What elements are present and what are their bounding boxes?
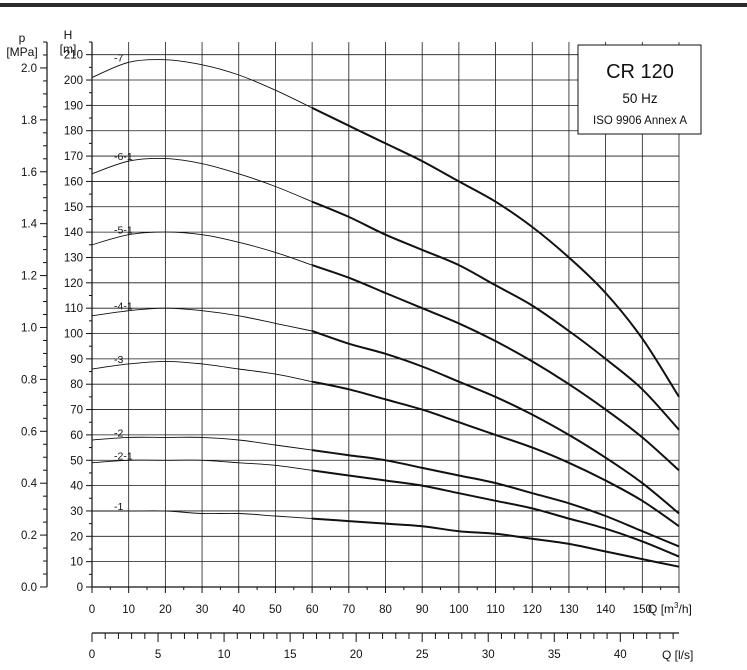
series-curve-thick [311,449,680,548]
axes: 0102030405060708090100110120130140150160… [21,41,680,661]
head-tick-label: 40 [70,481,83,493]
series-curve-thick [312,517,680,568]
flow-ls-tick-label: 40 [614,649,627,661]
flow-ls-tick-label: 15 [284,649,297,661]
series-curve-thin [91,360,313,383]
head-tick-label: 210 [64,50,83,62]
head-axis-unit: [m] [60,42,77,56]
head-tick-label: 80 [70,379,83,391]
flow-m3h-tick-label: 40 [232,604,245,616]
head-tick-label: 90 [70,354,83,366]
series-labels: -7 -6-1 -5-1 -4-1 -3 -2 -2-1 -1 [114,52,133,513]
head-tick-label: 20 [70,531,83,543]
series-label: -1 [114,501,123,513]
flow-m3h-tick-label: 50 [269,604,282,616]
flow-ls-tick-label: 30 [482,649,495,661]
series-label: -4-1 [114,301,133,313]
head-tick-label: 30 [70,506,83,518]
flow-m3h-tick-label: 140 [596,604,615,616]
series-curve-thin [91,231,313,266]
chart-title: CR 120 [606,61,674,83]
pressure-tick-label: 1.0 [21,322,37,334]
pressure-tick-label: 0.4 [21,478,38,490]
flow-m3h-tick-label: 90 [416,604,429,616]
pressure-tick-label: 0.6 [21,426,37,438]
head-axis-symbol: H [64,28,73,42]
head-tick-label: 170 [64,151,83,163]
series-label: -5-1 [114,225,133,237]
series-curve-thick [311,200,680,431]
series-curve-thin [91,459,313,471]
head-tick-label: 100 [64,329,83,341]
pressure-tick-label: 1.8 [21,115,37,127]
series-curve-thin [91,158,313,203]
series-curve-thin [91,59,313,109]
flow-m3h-tick-label: 150 [633,604,652,616]
flow-m3h-tick-label: 70 [342,604,355,616]
chart-subtitle: 50 Hz [622,91,658,106]
head-tick-label: 200 [64,75,83,87]
head-tick-label: 0 [77,582,83,594]
series-label: -2-1 [114,450,133,462]
title-box: CR 120 50 Hz ISO 9906 Annex A [577,44,702,135]
flow-m3h-axis-title: Q [m3/h] [648,601,692,616]
head-tick-label: 130 [64,252,83,264]
series-curve-thick [311,469,680,558]
series-label: -6-1 [114,151,133,163]
pressure-tick-label: 1.6 [21,167,37,179]
pressure-tick-label: 0.2 [21,530,37,542]
head-tick-label: 190 [64,100,83,112]
series-curve-thick [311,264,680,472]
series-curves [91,59,680,568]
flow-ls-tick-label: 0 [89,649,95,661]
head-tick-label: 160 [64,176,83,188]
series-curve-thin [91,436,313,451]
pressure-axis-unit: [MPa] [6,45,37,59]
flow-ls-tick-label: 5 [155,649,161,661]
series-label: -7 [114,52,123,64]
head-tick-label: 50 [70,455,83,467]
flow-m3h-tick-label: 120 [523,604,542,616]
flow-ls-tick-label: 25 [416,649,429,661]
flow-m3h-tick-label: 30 [196,604,209,616]
head-tick-label: 120 [64,278,83,290]
head-tick-label: 10 [70,557,83,569]
head-tick-label: 60 [70,430,83,442]
flow-ls-axis-title: Q [l/s] [662,648,693,662]
flow-ls-tick-label: 10 [218,649,231,661]
flow-m3h-tick-label: 60 [306,604,319,616]
head-tick-label: 180 [64,126,83,138]
pressure-tick-label: 0.8 [21,374,37,386]
pressure-tick-label: 0.0 [21,582,37,594]
head-tick-label: 70 [70,405,83,417]
series-curve-thin [91,307,313,332]
series-curve-thick [311,107,680,398]
series-label: -2 [114,427,123,439]
series-curve-thick [311,380,680,528]
series-curve-thick [311,330,680,515]
pressure-tick-label: 1.4 [21,219,38,231]
flow-m3h-tick-label: 0 [89,604,95,616]
flow-m3h-tick-label: 110 [486,604,504,616]
flow-ls-tick-label: 35 [548,649,561,661]
head-tick-label: 110 [65,303,83,315]
flow-m3h-tick-label: 130 [559,604,578,616]
flow-m3h-tick-label: 100 [449,604,468,616]
series-label: -3 [114,354,123,366]
flow-m3h-tick-label: 20 [159,604,172,616]
header-bar [0,3,747,7]
head-tick-label: 140 [64,227,83,239]
pressure-tick-label: 1.2 [21,271,37,283]
chart-annotation: ISO 9906 Annex A [593,115,687,127]
flow-m3h-tick-label: 80 [379,604,392,616]
flow-ls-tick-label: 20 [350,649,363,661]
head-tick-label: 150 [64,202,83,214]
pressure-axis-symbol: p [19,31,26,45]
flow-m3h-tick-label: 10 [122,604,135,616]
pressure-tick-label: 2.0 [21,63,37,75]
series-curve-thin [92,510,313,520]
